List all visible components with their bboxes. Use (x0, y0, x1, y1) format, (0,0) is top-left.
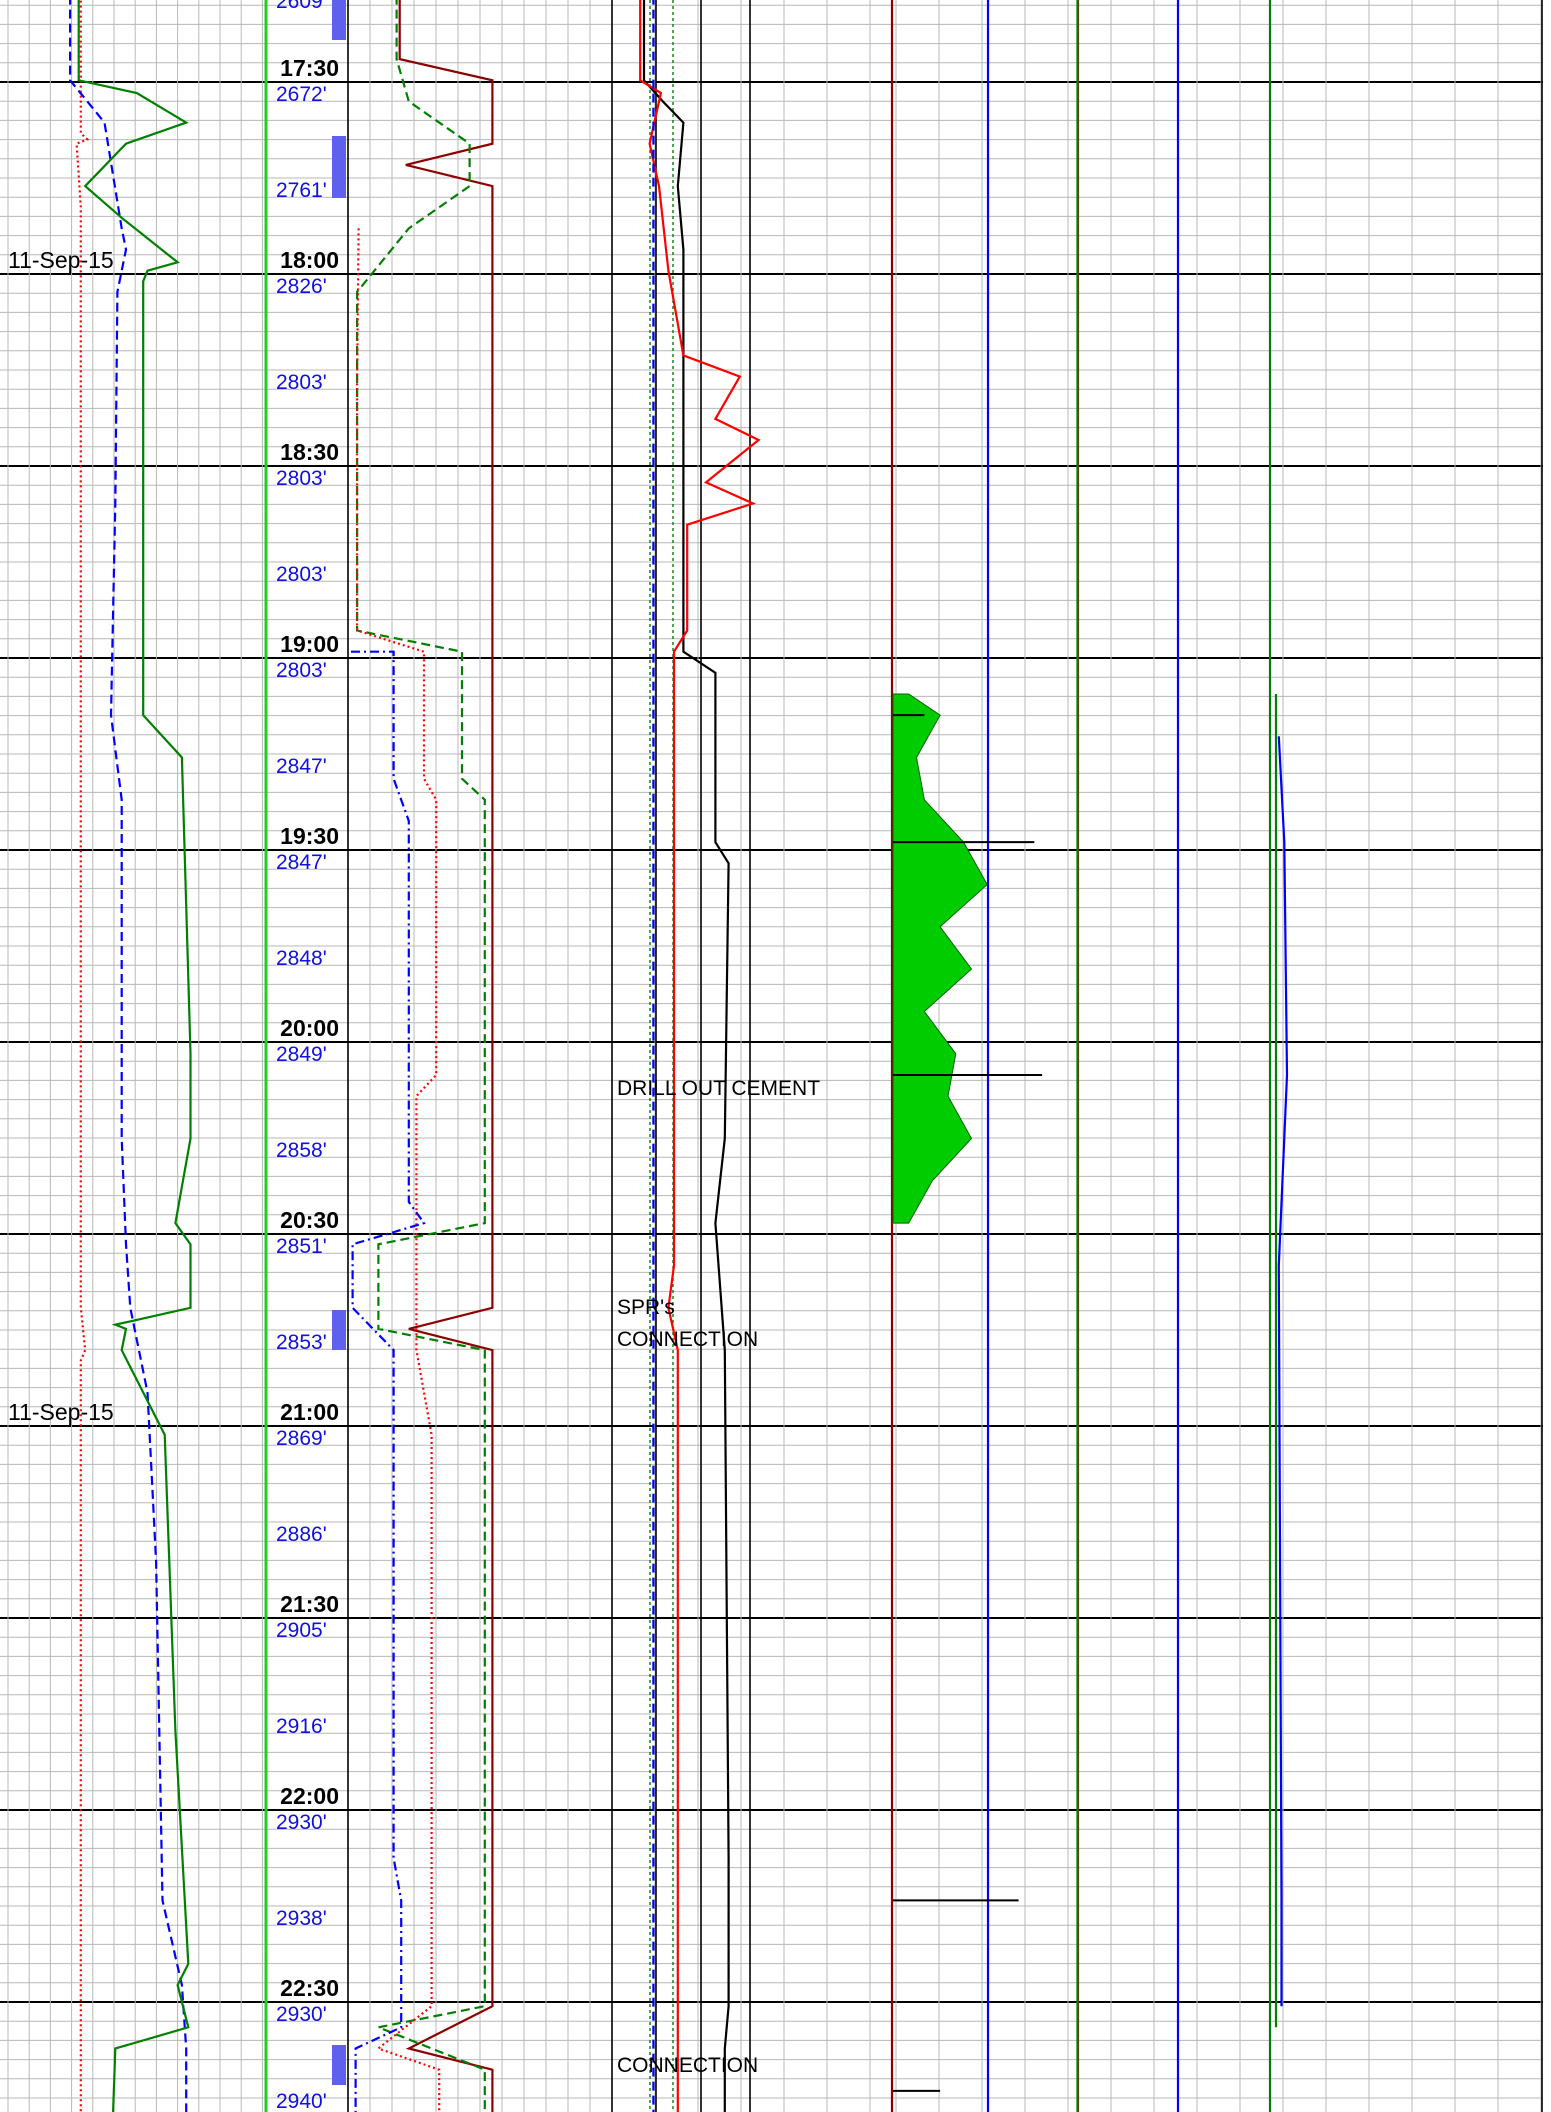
time-tick-label: 19:30 (280, 823, 339, 849)
depth-label: 2869' (276, 1427, 327, 1450)
depth-label: 2886' (276, 1523, 327, 1546)
depth-label: 2761' (276, 179, 327, 202)
series-area (892, 693, 988, 1224)
depth-label: 2803' (276, 467, 327, 490)
depth-label: 2858' (276, 1139, 327, 1162)
depth-label: 2930' (276, 2003, 327, 2026)
depth-label: 2847' (276, 851, 327, 874)
time-tick-label: 20:30 (280, 1207, 339, 1233)
time-tick-label: 18:00 (280, 247, 339, 273)
series-line (398, 0, 494, 2112)
time-tick-label: 21:30 (280, 1591, 339, 1617)
depth-label: 2851' (276, 1235, 327, 1258)
time-tick-label: 21:00 (280, 1399, 339, 1425)
series-line (75, 0, 90, 2112)
time-tick-label: 22:30 (280, 1975, 339, 2001)
fill-layer (892, 693, 988, 1224)
series-layer (69, 0, 1289, 2112)
depth-label: 2826' (276, 275, 327, 298)
depth-label: 2853' (276, 1331, 327, 1354)
series-line (356, 228, 441, 2112)
depth-label: 2849' (276, 1043, 327, 1066)
series-line (356, 0, 486, 2112)
depth-label: 2848' (276, 947, 327, 970)
depth-label: 2803' (276, 371, 327, 394)
annotation-label: DRILL OUT CEMENT (617, 1077, 820, 1100)
series-line (642, 0, 730, 2112)
depth-label: 2672' (276, 83, 327, 106)
depth-label: 2803' (276, 563, 327, 586)
annotation-label: CONNECTION (617, 2054, 758, 2077)
date-label: 11-Sep-15 (8, 247, 114, 273)
depth-label: 2609' (276, 0, 327, 13)
depth-label: 2938' (276, 1907, 327, 1930)
time-tick-label: 19:00 (280, 631, 339, 657)
connection-marker (332, 0, 346, 40)
annotation-label: CONNECTION (617, 1328, 758, 1351)
connection-marker (332, 136, 346, 198)
depth-label: 2847' (276, 755, 327, 778)
date-label: 11-Sep-15 (8, 1399, 114, 1425)
series-line (77, 0, 192, 2112)
depth-label: 2916' (276, 1715, 327, 1738)
label-layer: 17:30 18:00 18:30 19:00 19:30 20:00 20:30 21:00… (8, 0, 820, 2112)
series-line (351, 650, 426, 2112)
connection-marker (332, 1310, 346, 1350)
depth-label: 2940' (276, 2090, 327, 2112)
time-tick-label: 18:30 (280, 439, 339, 465)
time-tick-label: 20:00 (280, 1015, 339, 1041)
series-line (69, 0, 188, 2112)
series-line (639, 0, 761, 2112)
time-tick-label: 17:30 (280, 55, 339, 81)
depth-label: 2803' (276, 659, 327, 682)
annotation-label: SPR's (617, 1296, 675, 1319)
series-line (1277, 736, 1289, 2007)
depth-label: 2905' (276, 1619, 327, 1642)
time-tick-label: 22:00 (280, 1783, 339, 1809)
depth-label: 2930' (276, 1811, 327, 1834)
connection-marker (332, 2045, 346, 2085)
